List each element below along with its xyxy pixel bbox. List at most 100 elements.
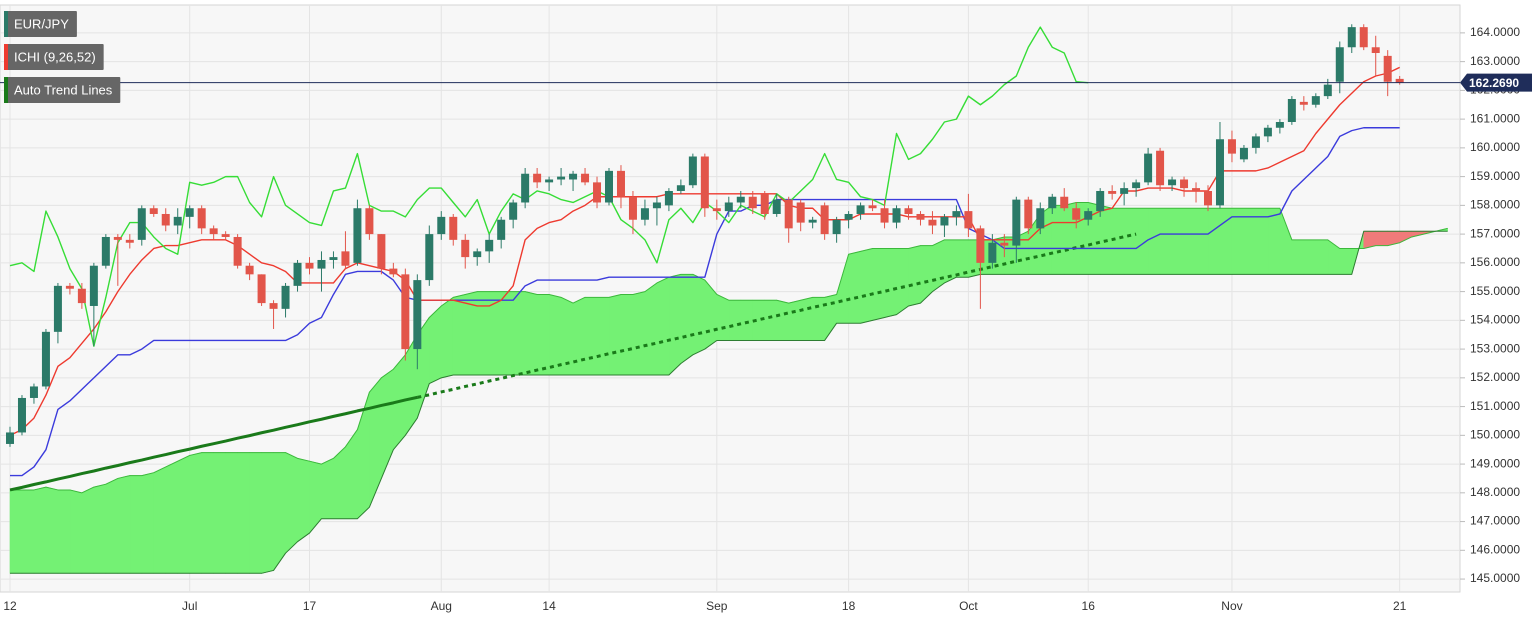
candle-body xyxy=(89,265,98,306)
legend-label: EUR/JPY xyxy=(14,16,69,31)
candle-body xyxy=(377,234,386,269)
cloud-segment xyxy=(33,486,47,574)
candle-body xyxy=(353,208,362,263)
candle-body xyxy=(509,202,518,220)
cloud-segment xyxy=(1375,230,1388,246)
cloud-segment xyxy=(584,297,598,376)
y-tick-label: 152.0000 xyxy=(1470,370,1520,384)
candle-body xyxy=(652,202,661,209)
y-tick-label: 150.0000 xyxy=(1470,428,1520,442)
cloud-segment xyxy=(452,294,466,376)
cloud-segment xyxy=(1123,207,1137,275)
candle-body xyxy=(1096,190,1105,212)
candle-body xyxy=(533,173,542,183)
cloud-segment xyxy=(1231,207,1245,275)
candle-body xyxy=(748,196,757,209)
candle-body xyxy=(77,288,86,304)
candle-body xyxy=(1215,139,1224,206)
axes: 145.0000 146.0000 147.0000 148.0000 149.0000… xyxy=(3,25,1532,613)
cloud-segment xyxy=(728,299,742,341)
candle-body xyxy=(497,219,506,240)
cloud-segment xyxy=(1147,207,1161,275)
last-price-label: 162.2690 xyxy=(1469,76,1519,90)
x-tick-label: Nov xyxy=(1221,599,1242,613)
candle-body xyxy=(664,190,673,206)
legend-marker xyxy=(4,77,8,103)
cloud-segment xyxy=(57,489,71,574)
cloud-segment xyxy=(297,457,310,543)
cloud-segment xyxy=(548,294,562,376)
kijun-line xyxy=(10,127,1400,477)
candle-body xyxy=(904,208,913,214)
candle-body xyxy=(1156,150,1165,186)
y-tick-label: 156.0000 xyxy=(1470,255,1520,269)
cloud-segment xyxy=(1243,207,1257,275)
candle-body xyxy=(1335,47,1344,82)
candle-body xyxy=(700,156,709,209)
legend-marker xyxy=(4,11,8,37)
candle-body xyxy=(1084,211,1093,220)
y-tick-label: 153.0000 xyxy=(1470,341,1520,355)
cloud-segment xyxy=(153,466,167,574)
x-tick-label: 14 xyxy=(542,599,556,613)
candle-body xyxy=(880,208,889,223)
candle-body xyxy=(6,432,14,444)
cloud-segment xyxy=(1339,248,1353,275)
y-tick-label: 158.0000 xyxy=(1470,198,1520,212)
candle-body xyxy=(688,156,697,186)
candle-body xyxy=(1192,188,1201,191)
candle-body xyxy=(1180,179,1189,189)
candle-body xyxy=(125,239,134,243)
y-tick-label: 154.0000 xyxy=(1470,313,1520,327)
cloud-segment xyxy=(225,452,238,574)
candle-body xyxy=(173,216,182,226)
candle-body xyxy=(101,236,110,266)
candle-body xyxy=(1048,196,1057,209)
cloud-segment xyxy=(644,282,658,376)
candle-body xyxy=(916,213,925,220)
cloud-segment xyxy=(848,250,861,324)
candle-body xyxy=(41,331,50,387)
candle-body xyxy=(952,211,961,217)
legend-marker xyxy=(4,44,8,70)
cloud-segment xyxy=(213,452,226,574)
candle-body xyxy=(892,208,901,223)
candle-body xyxy=(928,219,937,226)
cloud-segment xyxy=(692,273,706,356)
x-tick-label: Oct xyxy=(959,599,978,613)
cloud-segment xyxy=(1267,207,1281,275)
candle-body xyxy=(1000,242,1009,246)
candle-body xyxy=(245,265,254,275)
candle-body xyxy=(437,216,446,235)
cloud-segment xyxy=(237,452,250,574)
legend-box xyxy=(4,77,121,103)
cloud-segment xyxy=(21,489,35,574)
x-tick-label: 17 xyxy=(303,599,317,613)
candle-body xyxy=(1371,47,1380,54)
candle-body xyxy=(461,239,470,258)
candle-body xyxy=(1168,179,1177,186)
candle-body xyxy=(964,211,973,229)
candle-body xyxy=(736,196,745,203)
cloud-segment xyxy=(1183,207,1197,275)
candle-body xyxy=(940,216,949,226)
candle-body xyxy=(640,208,649,220)
candle-body xyxy=(1323,84,1332,97)
cloud-segment xyxy=(1195,207,1209,275)
candle-body xyxy=(521,173,530,203)
y-tick-label: 151.0000 xyxy=(1470,399,1520,413)
cloud-segment xyxy=(9,489,23,574)
candle-body xyxy=(784,199,793,229)
last-price-tag xyxy=(1460,73,1532,92)
cloud-segment xyxy=(764,299,778,341)
x-tick-label: Jul xyxy=(182,599,197,613)
y-tick-label: 159.0000 xyxy=(1470,169,1520,183)
x-tick-label: 21 xyxy=(1393,599,1407,613)
candle-body xyxy=(796,202,805,223)
y-tick-label: 146.0000 xyxy=(1470,542,1520,556)
candle-body xyxy=(305,262,314,269)
candle-body xyxy=(1383,55,1392,82)
cloud-segment xyxy=(512,291,526,376)
trend-line-projection xyxy=(417,232,1137,399)
